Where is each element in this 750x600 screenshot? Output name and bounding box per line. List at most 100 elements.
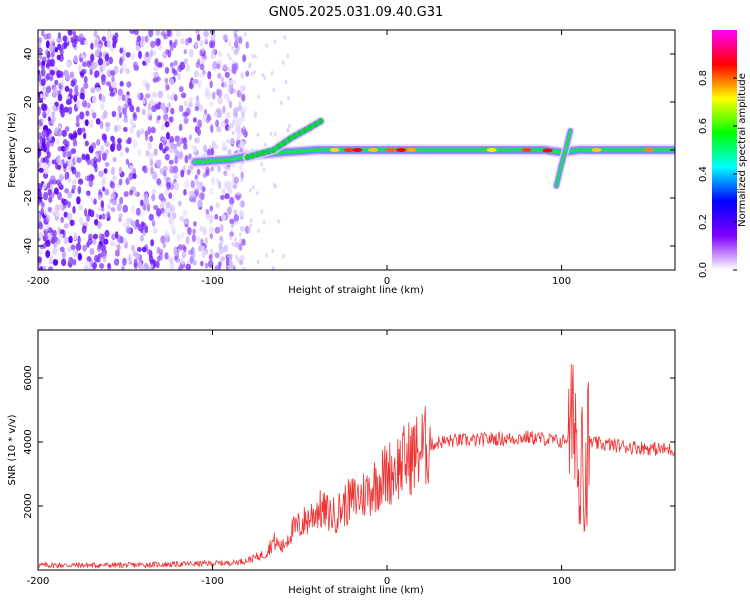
noise-speckle	[192, 117, 197, 123]
noise-speckle	[38, 231, 44, 239]
noise-speckle	[150, 239, 154, 247]
noise-speckle	[128, 165, 134, 172]
noise-speckle	[92, 238, 97, 246]
noise-speckle	[93, 198, 97, 205]
noise-speckle	[205, 166, 210, 175]
snr-x-ticks: -200 -100 0 100	[27, 330, 571, 587]
branch-blob	[312, 121, 318, 128]
noise-speckle	[132, 173, 137, 180]
noise-speckle	[227, 166, 231, 171]
snr-y-axis-label: SNR (10 * v/v)	[7, 414, 18, 485]
noise-speckle	[45, 250, 51, 257]
noise-speckle	[152, 127, 156, 134]
noise-speckle	[217, 180, 222, 190]
branch-blob	[307, 124, 313, 131]
noise-speckle	[147, 102, 152, 111]
noise-speckle	[184, 218, 190, 226]
noise-speckle	[52, 258, 59, 266]
noise-speckle	[112, 242, 118, 248]
noise-speckle	[50, 209, 56, 216]
spectrogram-y-axis-label: Frequency (Hz)	[7, 112, 18, 188]
noise-speckle	[70, 244, 76, 251]
noise-speckle	[38, 160, 43, 167]
noise-speckle	[56, 72, 61, 79]
noise-speckle	[135, 207, 141, 216]
noise-speckle	[57, 146, 62, 152]
noise-speckle	[193, 70, 199, 78]
noise-speckle	[41, 103, 46, 112]
branch-blob	[286, 136, 292, 143]
noise-speckle	[91, 95, 97, 104]
noise-speckle	[57, 32, 62, 39]
noise-speckle	[140, 199, 144, 207]
noise-speckle	[42, 162, 49, 171]
noise-speckle	[156, 178, 162, 186]
noise-speckle	[93, 254, 99, 263]
noise-speckle	[180, 231, 185, 239]
noise-speckle	[194, 41, 199, 48]
noise-speckle	[78, 204, 84, 211]
noise-speckle	[217, 72, 222, 79]
noise-speckle	[174, 38, 178, 45]
noise-speckle	[82, 100, 88, 108]
noise-speckle	[101, 133, 107, 141]
noise-speckle	[45, 90, 49, 98]
branch-blob	[297, 130, 303, 137]
noise-speckle	[184, 154, 189, 164]
noise-speckle	[38, 73, 42, 82]
noise-speckle	[57, 226, 61, 234]
hot-spot	[368, 148, 379, 152]
noise-speckle	[224, 182, 230, 190]
noise-speckle	[225, 257, 230, 266]
noise-speckle	[147, 126, 152, 135]
noise-speckle	[140, 221, 145, 228]
noise-speckle	[269, 131, 273, 136]
noise-speckle	[64, 126, 70, 132]
noise-speckle	[209, 226, 215, 235]
noise-speckle	[43, 191, 49, 201]
x-tick-label: 0	[384, 576, 390, 587]
noise-speckle	[236, 132, 242, 138]
noise-speckle	[101, 213, 106, 220]
colorbar-tick-label: 0.2	[698, 214, 709, 230]
noise-speckle	[101, 176, 107, 184]
noise-speckle	[215, 119, 220, 128]
noise-speckle	[75, 84, 79, 92]
noise-speckle	[223, 170, 228, 177]
noise-speckle	[145, 93, 151, 99]
noise-speckle	[286, 53, 290, 59]
noise-speckle	[72, 130, 78, 139]
noise-speckle	[222, 105, 226, 114]
noise-speckle	[142, 246, 147, 253]
noise-speckle	[40, 115, 45, 123]
noise-speckle	[204, 237, 208, 246]
noise-speckle	[199, 49, 203, 57]
noise-speckle	[84, 119, 89, 127]
colorbar-tick-label: 0.0	[698, 262, 709, 278]
noise-speckle	[169, 40, 173, 46]
noise-speckle	[226, 52, 230, 58]
noise-speckle	[237, 104, 243, 112]
noise-speckle	[234, 254, 238, 260]
noise-speckle	[151, 193, 156, 202]
noise-speckle	[203, 30, 209, 38]
noise-speckle	[38, 69, 41, 75]
noise-speckle	[153, 149, 158, 157]
noise-speckle	[77, 185, 82, 195]
noise-speckle	[187, 96, 194, 103]
noise-speckle	[261, 73, 265, 78]
noise-speckle	[82, 61, 87, 68]
noise-speckle	[102, 152, 107, 161]
noise-speckle	[95, 213, 100, 219]
noise-speckle	[164, 252, 169, 260]
noise-speckle	[112, 175, 117, 181]
noise-speckle	[223, 93, 229, 100]
hot-spot	[521, 148, 532, 152]
noise-speckle	[179, 216, 185, 222]
noise-speckle	[60, 79, 65, 86]
noise-speckle	[61, 158, 65, 165]
noise-speckle	[231, 172, 236, 180]
noise-speckle	[237, 191, 240, 196]
noise-speckle	[140, 128, 145, 135]
noise-speckle	[46, 182, 51, 189]
